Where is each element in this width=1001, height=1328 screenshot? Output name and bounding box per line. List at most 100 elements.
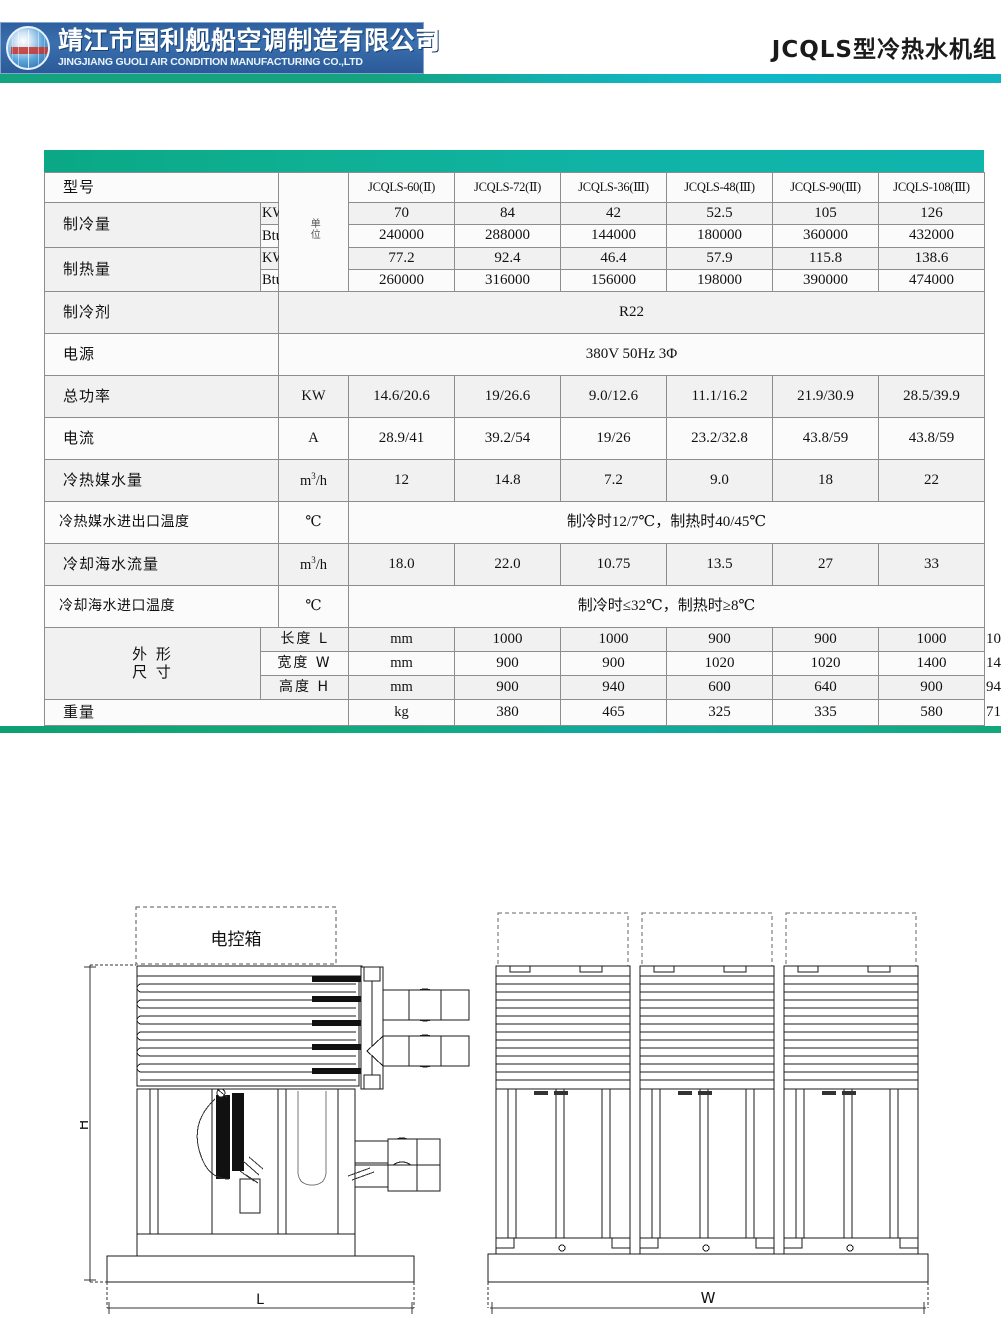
- table-row-chilled-water-temp: 冷热媒水进出口温度 ℃ 制冷时12/7℃，制热时40/45℃: [43, 501, 986, 544]
- cell-seawater-flow-1: 22.0: [454, 543, 562, 586]
- cell-dim-length-2: 900: [666, 627, 774, 652]
- side-view-drawing: 电控箱: [80, 906, 470, 1314]
- table-row-total-power: 总功率 KW 14.6/20.6 19/26.6 9.0/12.6 11.1/1…: [43, 375, 986, 418]
- model-header-4: JCQLS-90(Ⅲ): [772, 172, 880, 203]
- cell-heating-btu-2: 156000: [560, 268, 668, 293]
- cell-chilled-water-flow-2: 7.2: [560, 459, 668, 502]
- technical-drawings-section: 电控箱: [0, 893, 1001, 1323]
- cell-cooling-kw-4: 105: [772, 201, 880, 226]
- model-header-5: JCQLS-108(Ⅲ): [878, 172, 986, 203]
- cell-dim-height-4: 900: [878, 675, 986, 700]
- row-label-model: 型号: [43, 172, 280, 203]
- cell-weight-2: 325: [666, 699, 774, 726]
- cell-seawater-flow-5: 33: [878, 543, 986, 586]
- unit-cooling-kw: KW: [259, 201, 286, 226]
- table-row-dimension-height: 高度 H mm 900 940 600 640 900 940: [45, 675, 1001, 700]
- dimension-label-length: L: [256, 1292, 264, 1308]
- dimension-length: [106, 1282, 415, 1314]
- cell-heating-kw-5: 138.6: [878, 246, 986, 270]
- cell-chilled-water-flow-0: 12: [348, 459, 456, 502]
- pipe-connectors-lower: [347, 1137, 441, 1192]
- cell-dim-height-2: 600: [666, 675, 774, 700]
- unit-total-power: KW: [278, 375, 350, 418]
- header-divider-bar: [0, 74, 1001, 83]
- row-label-seawater-temp: 冷却海水进口温度: [43, 585, 280, 628]
- unit-chilled-water-temp: ℃: [278, 501, 350, 544]
- page-title: JCQLS型冷热水机组: [771, 37, 997, 63]
- cell-cooling-kw-2: 42: [560, 201, 668, 226]
- unit-seawater-temp: ℃: [278, 585, 350, 628]
- cell-dim-width-2: 1020: [666, 651, 774, 676]
- coil-pack: [136, 975, 360, 1087]
- unit-dimension-height: mm: [348, 675, 456, 700]
- company-name-en: JINGJIANG GUOLI AIR CONDITION MANUFACTUR…: [58, 56, 363, 69]
- table-row-power-supply: 电源 380V 50Hz 3Φ: [43, 333, 986, 376]
- cell-current-4: 43.8/59: [772, 417, 880, 460]
- cell-seawater-flow-0: 18.0: [348, 543, 456, 586]
- model-header-2: JCQLS-36(Ⅲ): [560, 172, 668, 203]
- front-unit-1: [495, 912, 631, 1255]
- unit-seawater-flow: m3/h: [278, 543, 350, 586]
- row-label-power-supply: 电源: [43, 333, 280, 376]
- dimension-width: [487, 1282, 929, 1314]
- table-row-model-header: 型号 单位 JCQLS-60(Ⅱ) JCQLS-72(Ⅱ) JCQLS-36(Ⅲ…: [43, 172, 986, 292]
- row-label-seawater-flow: 冷却海水流量: [43, 543, 280, 586]
- cell-cooling-kw-1: 84: [454, 201, 562, 226]
- base-plate: [106, 1255, 415, 1283]
- table-row-seawater-temp: 冷却海水进口温度 ℃ 制冷时≤32℃，制热时≥8℃: [43, 585, 986, 628]
- page-header: 靖江市国利舰船空调制造有限公司 JINGJIANG GUOLI AIR COND…: [0, 0, 1001, 92]
- cell-total-power-0: 14.6/20.6: [348, 375, 456, 418]
- unit-cooling-btu: Btu/hr: [259, 224, 299, 248]
- cell-cooling-btu-0: 240000: [348, 224, 456, 248]
- row-label-chilled-water-flow: 冷热媒水量: [43, 459, 280, 502]
- header-pipes: [312, 976, 362, 1074]
- unit-heating-kw: KW: [259, 246, 286, 270]
- cell-dim-width-3: 1020: [772, 651, 880, 676]
- control-box-callout-label: 电控箱: [211, 930, 262, 950]
- table-row-current: 电流 A 28.9/41 39.2/54 19/26 23.2/32.8 43.…: [43, 417, 986, 460]
- cell-chilled-water-flow-3: 9.0: [666, 459, 774, 502]
- cell-power-supply-value: 380V 50Hz 3Φ: [278, 333, 986, 376]
- row-label-heating-capacity: 制热量: [44, 246, 261, 292]
- table-row-heating-kw: 制热量 KW 77.2 92.4 46.4 57.9 115.8 138.6: [44, 246, 986, 292]
- cell-current-2: 19/26: [560, 417, 668, 460]
- cell-heating-kw-2: 46.4: [560, 246, 668, 270]
- dimension-label-width: W: [701, 1289, 716, 1307]
- front-unit-2: [639, 912, 775, 1255]
- table-row-chilled-water-flow: 冷热媒水量 m3/h 12 14.8 7.2 9.0 18 22: [43, 459, 986, 502]
- company-logo-band: 靖江市国利舰船空调制造有限公司 JINGJIANG GUOLI AIR COND…: [0, 22, 440, 74]
- cell-total-power-1: 19/26.6: [454, 375, 562, 418]
- front-view-drawing: W: [487, 912, 929, 1314]
- cell-current-0: 28.9/41: [348, 417, 456, 460]
- cell-current-3: 23.2/32.8: [666, 417, 774, 460]
- unit-weight: kg: [348, 699, 456, 726]
- dimension-name-width: 宽度 W: [259, 651, 350, 676]
- cell-heating-btu-1: 316000: [454, 268, 562, 293]
- table-top-accent-bar: [44, 150, 984, 172]
- cell-weight-1: 465: [560, 699, 668, 726]
- row-label-refrigerant: 制冷剂: [43, 291, 280, 334]
- cell-weight-3: 335: [772, 699, 880, 726]
- table-row-dimension-length: 外 形 尺 寸 长度 L mm 1000 1000 900 900 1000 1…: [44, 627, 1001, 700]
- unit-column-header: 单位: [278, 172, 350, 292]
- cell-total-power-2: 9.0/12.6: [560, 375, 668, 418]
- table-row-weight: 重量 kg 380 465 325 335 580 715: [43, 699, 1001, 726]
- common-base-plate: [487, 1253, 929, 1283]
- cell-cooling-btu-1: 288000: [454, 224, 562, 248]
- cell-refrigerant-value: R22: [278, 291, 986, 334]
- row-label-chilled-water-temp: 冷热媒水进出口温度: [43, 501, 280, 544]
- cell-dim-width-0: 900: [454, 651, 562, 676]
- row-label-current: 电流: [43, 417, 280, 460]
- cell-cooling-btu-5: 432000: [878, 224, 986, 248]
- cell-heating-kw-4: 115.8: [772, 246, 880, 270]
- cell-dim-length-3: 900: [772, 627, 880, 652]
- globe-logo-icon: [6, 26, 50, 70]
- outline-label-line1: 外 形: [132, 645, 173, 664]
- row-label-total-power: 总功率: [43, 375, 280, 418]
- cell-cooling-kw-5: 126: [878, 201, 986, 226]
- cell-seawater-flow-3: 13.5: [666, 543, 774, 586]
- cell-dim-length-1: 1000: [560, 627, 668, 652]
- cell-total-power-5: 28.5/39.9: [878, 375, 986, 418]
- unit-dimension-length: mm: [348, 627, 456, 652]
- cell-cooling-btu-2: 144000: [560, 224, 668, 248]
